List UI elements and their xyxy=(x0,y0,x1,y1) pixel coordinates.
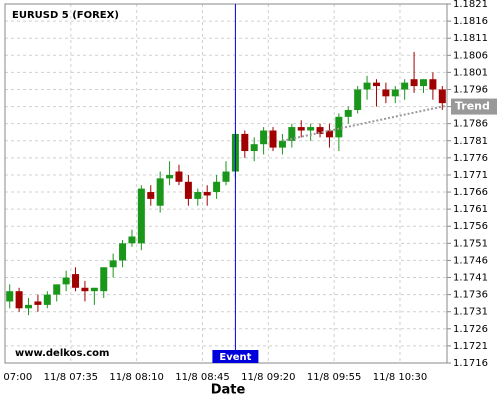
candle-body xyxy=(297,127,305,131)
candle-body xyxy=(269,130,277,148)
x-tick-label: 11/8 09:55 xyxy=(307,372,361,383)
candle-body xyxy=(213,181,221,193)
candle-body xyxy=(109,260,117,268)
y-tick-label: 1.1726 xyxy=(453,324,488,335)
candle-body xyxy=(222,171,230,182)
y-tick-label: 1.1786 xyxy=(453,119,488,130)
candle-body xyxy=(72,274,80,288)
y-tick-label: 1.1721 xyxy=(453,341,488,352)
candle-body xyxy=(119,243,127,261)
y-tick-label: 1.1746 xyxy=(453,255,488,266)
candle-body xyxy=(325,130,333,138)
candle-body xyxy=(25,304,33,309)
candle-body xyxy=(354,89,362,110)
y-tick-label: 1.1736 xyxy=(453,290,488,301)
candle-body xyxy=(410,79,418,87)
y-tick-label: 1.1781 xyxy=(453,136,488,147)
candle-body xyxy=(62,277,70,285)
x-axis-label: Date xyxy=(211,383,246,398)
candle-body xyxy=(419,79,427,87)
candle-body xyxy=(278,140,286,148)
y-tick-label: 1.1751 xyxy=(453,238,488,249)
chart-title: EURUSD 5 (FOREX) xyxy=(12,10,119,21)
candle-body xyxy=(260,130,268,145)
candle-body xyxy=(43,294,51,305)
trend-label: Trend xyxy=(455,100,490,113)
candle-body xyxy=(166,174,174,179)
candle-body xyxy=(137,188,145,244)
candle-body xyxy=(241,133,249,152)
candle-body xyxy=(81,287,89,292)
y-tick-label: 1.1821 xyxy=(453,0,488,10)
y-tick-label: 1.1756 xyxy=(453,221,488,232)
candle-body xyxy=(184,181,192,199)
candle-body xyxy=(316,127,324,134)
candle-body xyxy=(53,284,61,295)
y-tick-label: 1.1811 xyxy=(453,33,488,44)
candle-body xyxy=(382,89,390,97)
candle-body xyxy=(401,82,409,90)
y-tick-label: 1.1766 xyxy=(453,187,488,198)
candle-body xyxy=(307,127,315,131)
candle-body xyxy=(335,116,343,138)
candle-body xyxy=(250,144,258,152)
y-tick-label: 1.1741 xyxy=(453,273,488,284)
y-tick-label: 1.1801 xyxy=(453,67,488,78)
y-tick-label: 1.1796 xyxy=(453,84,488,95)
x-tick-label: 11/8 09:20 xyxy=(241,372,295,383)
candle-body xyxy=(372,82,380,87)
candle-body xyxy=(438,89,446,104)
y-tick-label: 1.1731 xyxy=(453,307,488,318)
candle-body xyxy=(203,192,211,196)
x-tick-label: 11/8 10:30 xyxy=(373,372,427,383)
candle-body xyxy=(128,236,136,244)
event-label: Event xyxy=(219,352,251,363)
y-tick-label: 1.1806 xyxy=(453,50,488,61)
watermark: www.delkos.com xyxy=(15,348,109,359)
y-tick-label: 1.1771 xyxy=(453,170,488,181)
candle-body xyxy=(429,79,437,90)
candle-body xyxy=(363,82,371,90)
x-tick-label: 11/8 07:00 xyxy=(0,372,32,383)
candle-body xyxy=(194,192,202,199)
candle-body xyxy=(344,109,352,117)
candle-body xyxy=(147,192,155,199)
candle-body xyxy=(100,267,108,292)
trend-label-box xyxy=(451,98,497,115)
candle-body xyxy=(288,127,296,141)
candle-body xyxy=(90,287,98,292)
x-tick-label: 11/8 08:45 xyxy=(175,372,229,383)
candle-body xyxy=(34,301,42,305)
candle-body xyxy=(156,178,164,206)
candle-body xyxy=(6,291,14,302)
y-tick-label: 1.1776 xyxy=(453,153,488,164)
x-tick-label: 11/8 08:10 xyxy=(109,372,163,383)
candle-body xyxy=(175,171,183,182)
y-tick-label: 1.1761 xyxy=(453,204,488,215)
trend-line xyxy=(282,104,448,142)
event-label-box xyxy=(212,350,259,363)
candle-body xyxy=(15,291,23,309)
x-tick-label: 11/8 07:35 xyxy=(44,372,98,383)
candle-body xyxy=(391,89,399,97)
y-tick-label: 1.1816 xyxy=(453,16,488,27)
y-tick-label: 1.1716 xyxy=(453,358,488,369)
